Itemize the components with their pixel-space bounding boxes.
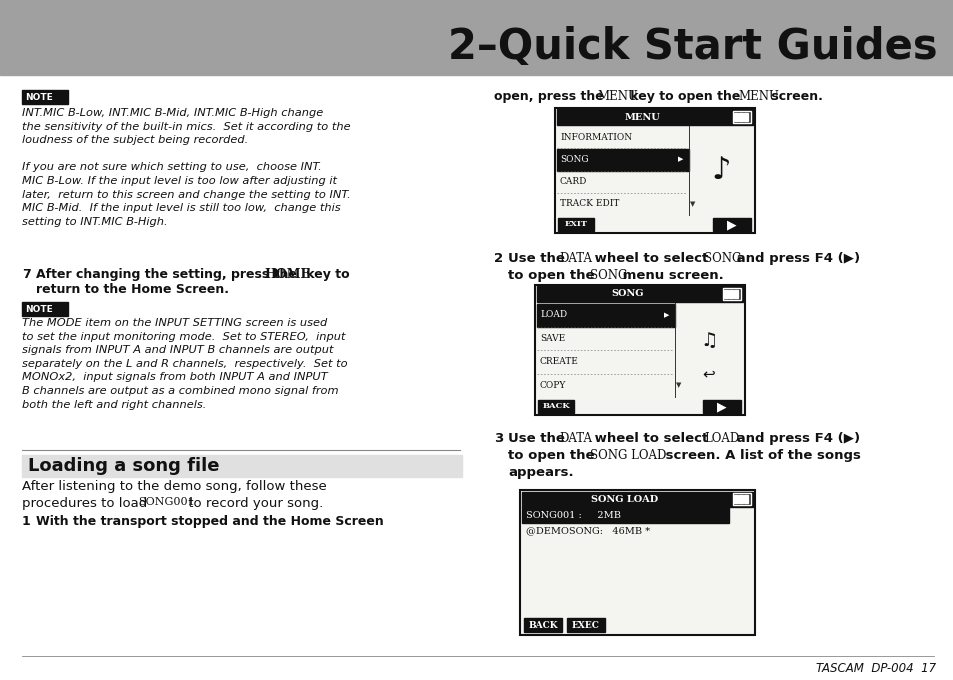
Bar	[0, 0, 953, 75]
Text: 3: 3	[494, 432, 503, 445]
Text: TASCAM  DP-004  17: TASCAM DP-004 17	[815, 662, 935, 675]
Text: EXIT: EXIT	[564, 220, 587, 228]
Text: SONG: SONG	[559, 155, 588, 164]
Text: LOAD: LOAD	[703, 432, 739, 445]
Text: 2–Quick Start Guides: 2–Quick Start Guides	[448, 26, 937, 68]
Bar	[743, 495, 747, 503]
Bar	[732, 493, 750, 505]
Text: menu screen.: menu screen.	[618, 269, 723, 282]
Text: 7: 7	[22, 268, 30, 281]
Text: After listening to the demo song, follow these: After listening to the demo song, follow…	[22, 480, 327, 493]
Text: After changing the setting, press the: After changing the setting, press the	[36, 268, 301, 281]
Bar	[722, 288, 740, 300]
Text: screen. A list of the songs: screen. A list of the songs	[660, 449, 860, 462]
Text: INT.MIC B-Low, INT.MIC B-Mid, INT.MIC B-High change
the sensitivity of the built: INT.MIC B-Low, INT.MIC B-Mid, INT.MIC B-…	[22, 108, 351, 227]
Bar	[537, 304, 675, 326]
Bar	[566, 618, 604, 632]
Text: COPY: COPY	[539, 381, 566, 390]
Bar	[523, 618, 561, 632]
Text: Use the: Use the	[507, 432, 569, 445]
Bar	[702, 400, 740, 413]
Text: BACK: BACK	[528, 620, 558, 630]
Text: SONG: SONG	[589, 269, 627, 282]
Bar	[712, 218, 750, 231]
Text: INFORMATION: INFORMATION	[559, 133, 632, 141]
Text: SONG001 :     2MB: SONG001 : 2MB	[525, 511, 620, 520]
Text: SONG: SONG	[703, 252, 740, 265]
Text: procedures to load: procedures to load	[22, 497, 152, 510]
Text: DATA: DATA	[558, 252, 592, 265]
Text: BACK: BACK	[541, 403, 569, 411]
Text: The MODE item on the INPUT SETTING screen is used
to set the input monitoring mo: The MODE item on the INPUT SETTING scree…	[22, 318, 347, 409]
Text: LOAD: LOAD	[539, 310, 566, 319]
Bar	[723, 290, 727, 298]
Bar	[557, 109, 752, 125]
Text: SAVE: SAVE	[539, 334, 565, 343]
Text: @DEMOSONG:   46MB *: @DEMOSONG: 46MB *	[525, 526, 649, 536]
Text: wheel to select: wheel to select	[589, 252, 712, 265]
Text: to record your song.: to record your song.	[184, 497, 323, 510]
Text: ▼: ▼	[689, 201, 695, 207]
Bar	[739, 113, 742, 121]
Text: With the transport stopped and the Home Screen: With the transport stopped and the Home …	[36, 515, 383, 528]
Text: open, press the: open, press the	[494, 90, 607, 103]
Bar	[22, 302, 68, 316]
Text: NOTE: NOTE	[25, 92, 52, 101]
Text: appears.: appears.	[507, 466, 573, 479]
Bar	[537, 286, 742, 302]
Text: ♫: ♫	[700, 331, 717, 350]
Text: CREATE: CREATE	[539, 357, 578, 367]
Text: Loading a song file: Loading a song file	[28, 457, 219, 475]
Text: to open the: to open the	[507, 449, 598, 462]
Text: EXEC: EXEC	[572, 620, 599, 630]
Bar	[557, 149, 688, 171]
Text: ▶: ▶	[726, 218, 736, 231]
Text: ▶: ▶	[677, 156, 682, 163]
Text: key to: key to	[302, 268, 349, 281]
Text: screen.: screen.	[766, 90, 822, 103]
Text: HOME: HOME	[264, 268, 310, 281]
Text: and press F4 (▶): and press F4 (▶)	[731, 432, 860, 445]
Text: MENU: MENU	[738, 90, 778, 103]
Bar	[22, 90, 68, 104]
Bar	[732, 111, 750, 123]
Text: MENU: MENU	[624, 112, 659, 122]
Text: TRACK EDIT: TRACK EDIT	[559, 199, 618, 208]
Text: SONG LOAD: SONG LOAD	[589, 449, 666, 462]
Text: key to open the: key to open the	[625, 90, 744, 103]
Bar	[521, 507, 728, 523]
Text: DATA: DATA	[558, 432, 592, 445]
Text: SONG001: SONG001	[138, 497, 194, 507]
Bar	[535, 285, 744, 415]
Text: 1: 1	[22, 515, 30, 528]
Text: MENU: MENU	[597, 90, 638, 103]
Text: ▶: ▶	[717, 400, 726, 413]
Text: ↩: ↩	[702, 366, 715, 381]
Bar	[537, 400, 574, 413]
Bar	[728, 290, 732, 298]
Bar	[519, 490, 754, 635]
Text: Use the: Use the	[507, 252, 569, 265]
Bar	[743, 113, 747, 121]
Text: ♪: ♪	[711, 156, 730, 185]
Text: and press F4 (▶): and press F4 (▶)	[731, 252, 860, 265]
Text: CARD: CARD	[559, 177, 587, 186]
Text: ▶: ▶	[663, 311, 668, 318]
Bar	[739, 495, 742, 503]
Bar	[555, 108, 754, 233]
Bar	[22, 455, 461, 477]
Text: SONG: SONG	[611, 290, 643, 299]
Text: ▼: ▼	[676, 382, 680, 388]
Text: return to the Home Screen.: return to the Home Screen.	[36, 283, 229, 296]
Bar	[733, 290, 738, 298]
Text: SONG LOAD: SONG LOAD	[591, 495, 658, 504]
Text: wheel to select: wheel to select	[589, 432, 712, 445]
Text: to open the: to open the	[507, 269, 598, 282]
Bar	[558, 218, 594, 231]
Bar	[733, 495, 738, 503]
Text: NOTE: NOTE	[25, 305, 52, 313]
Text: 2: 2	[494, 252, 502, 265]
Bar	[521, 492, 752, 507]
Bar	[733, 113, 738, 121]
